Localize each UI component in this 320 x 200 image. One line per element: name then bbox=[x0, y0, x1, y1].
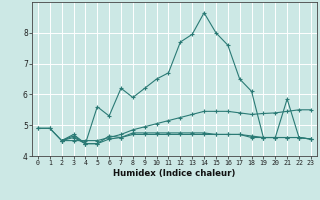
X-axis label: Humidex (Indice chaleur): Humidex (Indice chaleur) bbox=[113, 169, 236, 178]
